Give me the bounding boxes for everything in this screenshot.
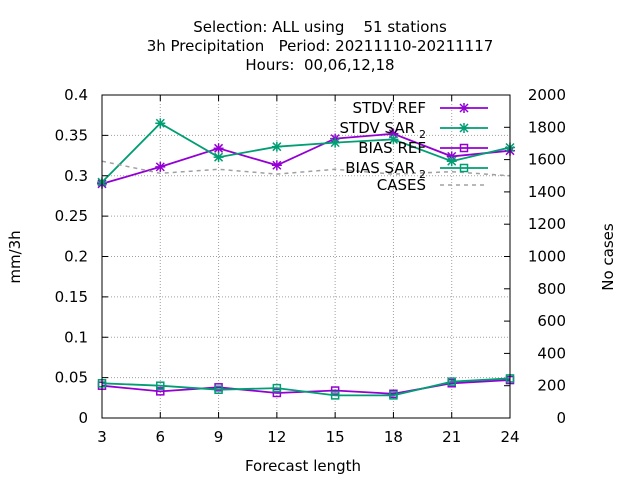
title-line: 3h Precipitation Period: 20211110-202111… [147,37,494,55]
y2-tick-label: 400 [537,344,566,362]
legend-swatch-marker [459,163,469,173]
title-line: Selection: ALL using 51 stations [193,18,447,36]
y-tick-label: 0.3 [64,167,88,185]
y2-tick-label: 1400 [528,183,566,201]
legend-label-text: STDV SAR [340,119,415,137]
data-point [330,391,340,400]
legend-label: BIAS REF [358,139,426,157]
legend-label: BIAS SAR 2 [345,159,426,181]
y-tick-label: 0.15 [55,288,88,306]
x-tick-label: 24 [500,428,519,446]
series-line-1 [101,122,511,183]
data-point [271,141,282,152]
legend-swatch-marker [459,123,469,133]
x-tick-label: 6 [156,428,166,446]
x-tick-label: 21 [442,428,461,446]
data-point [213,152,224,163]
y-tick-label: 0.25 [55,207,88,225]
legend-label: STDV REF [352,99,426,117]
x-tick-label: 3 [97,428,107,446]
y2-tick-label: 1200 [528,215,566,233]
x-tick-label: 18 [384,428,403,446]
x-tick-label: 15 [326,428,345,446]
data-point [155,161,166,172]
y2-tick-label: 0 [556,409,566,427]
data-point [214,385,223,394]
data-point [272,383,282,393]
data-point [156,387,165,396]
series-layer [97,118,515,400]
data-point [388,134,399,145]
y2-tick-label: 200 [537,377,566,395]
y-tick-label: 0 [78,409,88,427]
y-tick-label: 0.4 [64,86,88,104]
legend-label-text: CASES [377,176,426,194]
y2-tick-label: 800 [537,280,566,298]
data-point [213,143,224,154]
legend-swatch-marker [459,103,469,113]
y-axis-label: mm/3h [6,230,24,283]
legend-label: CASES [377,176,426,194]
legend-label-text: BIAS REF [358,139,426,157]
data-point [389,391,398,400]
x-tick-label: 12 [267,428,286,446]
title-line: Hours: 00,06,12,18 [245,56,394,74]
legend-label-text: STDV REF [352,99,426,117]
x-axis-label: Forecast length [245,457,361,475]
data-point [271,160,282,171]
y2-tick-label: 1800 [528,118,566,136]
x-tick-label: 9 [214,428,224,446]
y-tick-label: 0.1 [64,328,88,346]
data-point [272,388,282,398]
y-tick-label: 0.2 [64,248,88,266]
legend-swatch-marker [459,143,469,153]
y2-tick-label: 2000 [528,86,566,104]
axis-ticks: 3 6 9 12 15 18 21 24 0 0.05 0.1 0.15 0.2 0.25 0.3 0.35 0… [55,86,566,446]
y-tick-label: 0.35 [55,126,88,144]
series-line-3 [101,377,511,397]
y-tick-label: 0.05 [55,369,88,387]
data-point [446,156,457,167]
data-point [330,137,341,148]
data-point [155,118,166,129]
data-point [156,381,165,390]
legend-label: STDV SAR 2 [340,119,426,141]
legend-label-subscript: 2 [419,128,426,141]
data-point [447,377,456,386]
series-line-0 [101,132,511,185]
data-point [330,386,340,395]
legend-label-subscript: 2 [419,168,426,181]
grid [102,95,510,418]
y2-axis-label: No cases [599,223,617,291]
y2-tick-label: 1000 [528,248,566,266]
legend-label-text: BIAS SAR [345,159,415,177]
y2-tick-label: 600 [537,312,566,330]
y2-tick-label: 1600 [528,151,566,169]
